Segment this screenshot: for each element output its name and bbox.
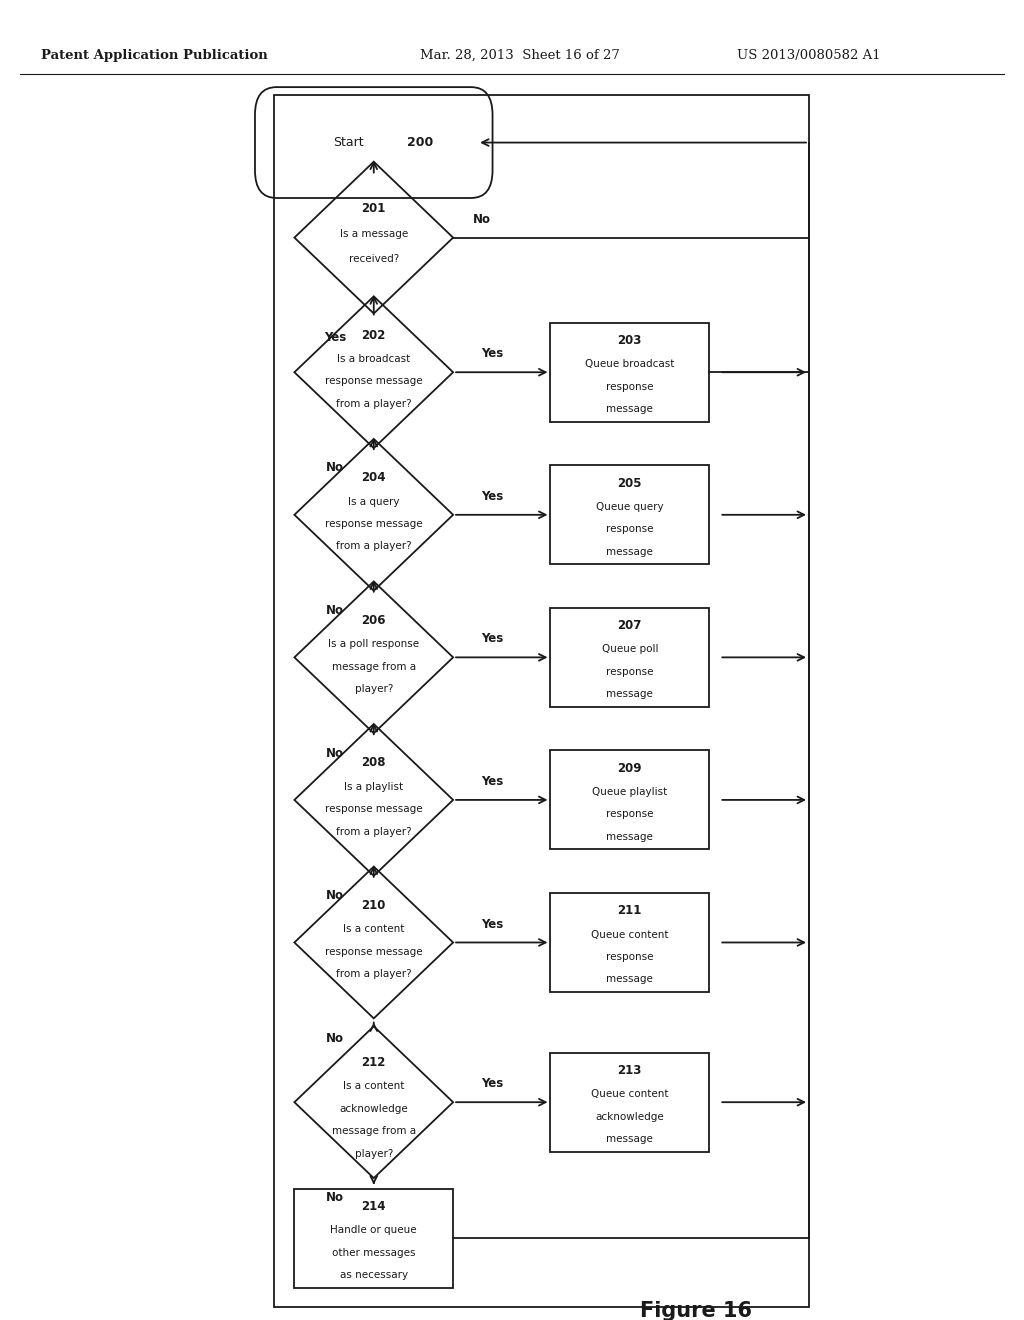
Text: 213: 213 bbox=[617, 1064, 642, 1077]
Bar bbox=[551, 1053, 709, 1151]
Text: Yes: Yes bbox=[324, 331, 346, 343]
Bar bbox=[551, 892, 709, 993]
Bar bbox=[273, 95, 809, 1307]
Text: 209: 209 bbox=[617, 762, 642, 775]
Text: Yes: Yes bbox=[481, 490, 503, 503]
Text: message: message bbox=[606, 832, 653, 842]
Bar bbox=[295, 1188, 453, 1288]
Text: Queue content: Queue content bbox=[591, 929, 669, 940]
Text: message: message bbox=[606, 546, 653, 557]
Text: Is a poll response: Is a poll response bbox=[329, 639, 419, 649]
Text: Is a message: Is a message bbox=[340, 228, 408, 239]
Text: No: No bbox=[326, 462, 344, 474]
Text: 211: 211 bbox=[617, 904, 642, 917]
Text: Is a content: Is a content bbox=[343, 1081, 404, 1092]
Text: 214: 214 bbox=[361, 1200, 386, 1213]
Text: response: response bbox=[606, 524, 653, 535]
Text: from a player?: from a player? bbox=[336, 969, 412, 979]
Bar bbox=[551, 323, 709, 422]
Text: 204: 204 bbox=[361, 471, 386, 484]
Text: response: response bbox=[606, 809, 653, 820]
Text: 205: 205 bbox=[617, 477, 642, 490]
Text: response: response bbox=[606, 381, 653, 392]
Text: acknowledge: acknowledge bbox=[595, 1111, 665, 1122]
Bar bbox=[551, 609, 709, 708]
Text: response message: response message bbox=[325, 376, 423, 387]
Text: 200: 200 bbox=[407, 136, 433, 149]
Text: message: message bbox=[606, 1134, 653, 1144]
Text: response: response bbox=[606, 667, 653, 677]
Text: from a player?: from a player? bbox=[336, 826, 412, 837]
Text: response message: response message bbox=[325, 804, 423, 814]
Text: 208: 208 bbox=[361, 756, 386, 770]
Text: Queue query: Queue query bbox=[596, 502, 664, 512]
Text: No: No bbox=[326, 1032, 344, 1044]
Text: Yes: Yes bbox=[481, 1077, 503, 1090]
Text: player?: player? bbox=[354, 684, 393, 694]
Text: Queue playlist: Queue playlist bbox=[592, 787, 668, 797]
Text: from a player?: from a player? bbox=[336, 399, 412, 409]
Bar bbox=[551, 465, 709, 565]
Text: No: No bbox=[326, 890, 344, 902]
Text: 212: 212 bbox=[361, 1056, 386, 1069]
Text: from a player?: from a player? bbox=[336, 541, 412, 552]
Text: Queue poll: Queue poll bbox=[601, 644, 658, 655]
Text: 203: 203 bbox=[617, 334, 642, 347]
Text: Is a playlist: Is a playlist bbox=[344, 781, 403, 792]
Text: Handle or queue: Handle or queue bbox=[331, 1225, 417, 1236]
Text: Yes: Yes bbox=[481, 632, 503, 645]
Text: No: No bbox=[473, 213, 490, 226]
Text: Figure 16: Figure 16 bbox=[640, 1300, 753, 1320]
Text: No: No bbox=[326, 1192, 344, 1204]
Text: 206: 206 bbox=[361, 614, 386, 627]
Text: acknowledge: acknowledge bbox=[339, 1104, 409, 1114]
Text: response: response bbox=[606, 952, 653, 962]
Text: as necessary: as necessary bbox=[340, 1270, 408, 1280]
Text: US 2013/0080582 A1: US 2013/0080582 A1 bbox=[737, 49, 881, 62]
Text: message: message bbox=[606, 974, 653, 985]
Text: No: No bbox=[326, 747, 344, 759]
Text: Mar. 28, 2013  Sheet 16 of 27: Mar. 28, 2013 Sheet 16 of 27 bbox=[420, 49, 620, 62]
Text: Is a query: Is a query bbox=[348, 496, 399, 507]
Text: Queue content: Queue content bbox=[591, 1089, 669, 1100]
Text: Yes: Yes bbox=[481, 347, 503, 360]
Text: Patent Application Publication: Patent Application Publication bbox=[41, 49, 267, 62]
Text: message from a: message from a bbox=[332, 1126, 416, 1137]
Bar bbox=[551, 750, 709, 850]
Text: Start: Start bbox=[333, 136, 364, 149]
Text: 210: 210 bbox=[361, 899, 386, 912]
Text: player?: player? bbox=[354, 1148, 393, 1159]
Text: 202: 202 bbox=[361, 329, 386, 342]
Text: message: message bbox=[606, 689, 653, 700]
Text: Is a broadcast: Is a broadcast bbox=[337, 354, 411, 364]
Text: response message: response message bbox=[325, 519, 423, 529]
Text: 201: 201 bbox=[361, 202, 386, 215]
Text: 207: 207 bbox=[617, 619, 642, 632]
Text: Queue broadcast: Queue broadcast bbox=[585, 359, 675, 370]
Text: received?: received? bbox=[348, 253, 399, 264]
Text: Is a content: Is a content bbox=[343, 924, 404, 935]
Text: message from a: message from a bbox=[332, 661, 416, 672]
Text: message: message bbox=[606, 404, 653, 414]
Text: No: No bbox=[326, 605, 344, 616]
Text: Yes: Yes bbox=[481, 775, 503, 788]
Text: response message: response message bbox=[325, 946, 423, 957]
Text: Yes: Yes bbox=[481, 917, 503, 931]
Text: other messages: other messages bbox=[332, 1247, 416, 1258]
